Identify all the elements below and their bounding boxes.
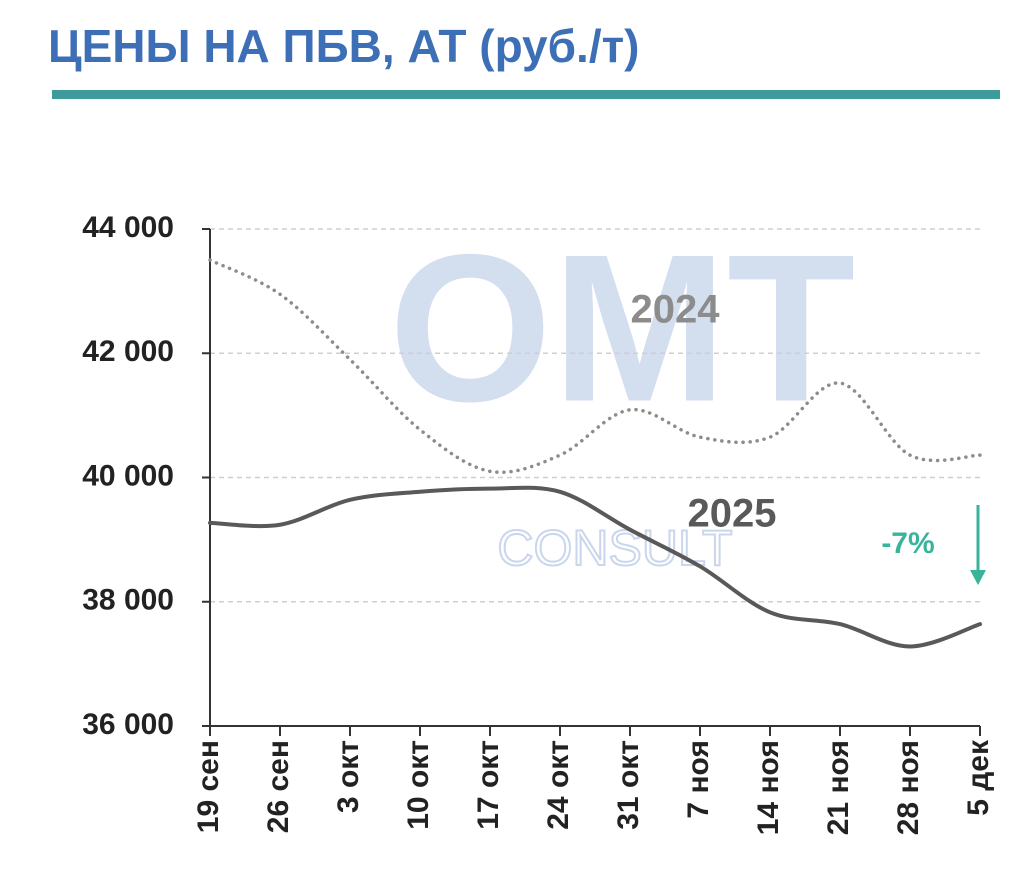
y-tick-label: 44 000 — [82, 211, 174, 244]
y-tick-label: 40 000 — [82, 459, 174, 492]
series-label: 2025 — [688, 492, 777, 536]
x-tick-label: 19 сен — [192, 740, 225, 833]
plot-area — [202, 228, 982, 736]
x-tick-label: 14 ноя — [752, 740, 785, 835]
series-line — [208, 258, 982, 474]
x-tick-label: 5 дек — [962, 739, 995, 816]
x-tick-label: 7 ноя — [682, 740, 715, 819]
x-tick-label: 17 окт — [472, 740, 505, 830]
y-tick-label: 42 000 — [82, 335, 174, 368]
x-tick-label: 24 окт — [542, 740, 575, 830]
series-line — [208, 485, 982, 649]
watermark-subtext: CONSULT — [497, 520, 732, 576]
chart-title: ЦЕНЫ НА ПБВ, АТ (руб./т) — [48, 20, 639, 72]
annotation: -7% — [881, 527, 934, 560]
x-tick-label: 10 окт — [402, 740, 435, 830]
x-tick-label: 26 сен — [262, 740, 295, 833]
x-tick-label: 28 ноя — [892, 740, 925, 835]
annotation-arrowhead — [970, 570, 986, 585]
series-label: 2024 — [631, 288, 721, 332]
x-tick-label: 3 окт — [332, 740, 365, 813]
title-underline — [52, 90, 1000, 99]
y-tick-label: 36 000 — [82, 708, 174, 741]
watermark: OMT — [389, 210, 856, 445]
y-tick-label: 38 000 — [82, 584, 174, 617]
x-tick-label: 21 ноя — [822, 740, 855, 835]
x-tick-label: 31 окт — [612, 740, 645, 830]
